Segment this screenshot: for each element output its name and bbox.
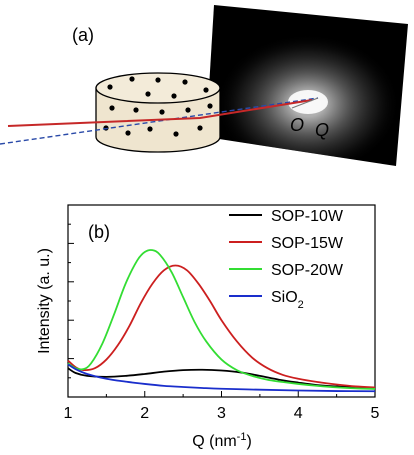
x-tick-label: 1 xyxy=(64,405,73,422)
panel-b-label: (b) xyxy=(88,222,110,242)
scattered-beam-line xyxy=(7,99,313,127)
origin-label: O xyxy=(290,115,304,135)
transmitted-beam-line xyxy=(0,97,319,145)
legend-label-sop-20w: SOP-20W xyxy=(271,262,344,279)
legend-label-sio2-sub: 2 xyxy=(298,299,304,311)
x-tick-label: 3 xyxy=(217,405,226,422)
q-vector-line xyxy=(291,97,319,109)
series-line-sio2 xyxy=(67,363,376,393)
x-tick-label: 2 xyxy=(140,405,149,422)
x-tick-label: 4 xyxy=(294,405,303,422)
panel-b: (b) 1 2 3 4 5 Intensity (a. u.) Q (nm-1) SOP… xyxy=(36,204,380,450)
axis-ticks xyxy=(67,204,376,398)
x-axis-label-sup: -1 xyxy=(237,431,247,443)
legend-entry-sop-15w: SOP-15W xyxy=(229,235,344,252)
legend: SOP-10W SOP-15W SOP-20W SiO2 xyxy=(229,208,344,311)
panel-a: (a) xyxy=(0,5,408,166)
series-line-sop-20w xyxy=(67,249,376,390)
legend-entry-sio2: SiO2 xyxy=(229,289,304,311)
x-axis-label-end: ) xyxy=(246,433,251,450)
y-axis-label: Intensity (a. u.) xyxy=(36,248,53,354)
legend-label-sop-10w: SOP-10W xyxy=(271,208,344,225)
series-line-sop-10w xyxy=(67,367,376,389)
x-tick-label: 5 xyxy=(371,405,380,422)
x-tick-labels: 1 2 3 4 5 xyxy=(64,405,380,422)
panel-a-label: (a) xyxy=(72,25,94,45)
legend-label-sop-15w: SOP-15W xyxy=(271,235,344,252)
series-line-sop-15w xyxy=(67,264,376,389)
legend-entry-sop-10w: SOP-10W xyxy=(229,208,344,225)
plot-frame xyxy=(67,204,376,398)
sample-cylinder xyxy=(95,72,221,153)
q-label: Q xyxy=(315,120,329,140)
legend-label-sio2-main: SiO xyxy=(271,289,298,306)
legend-entry-sop-20w: SOP-20W xyxy=(229,262,344,279)
x-axis-label-main: Q (nm xyxy=(192,433,236,450)
legend-label-sio2: SiO2 xyxy=(271,289,304,311)
particle-dots xyxy=(103,76,213,137)
x-axis-label: Q (nm-1) xyxy=(192,431,252,450)
data-curves xyxy=(67,249,376,393)
